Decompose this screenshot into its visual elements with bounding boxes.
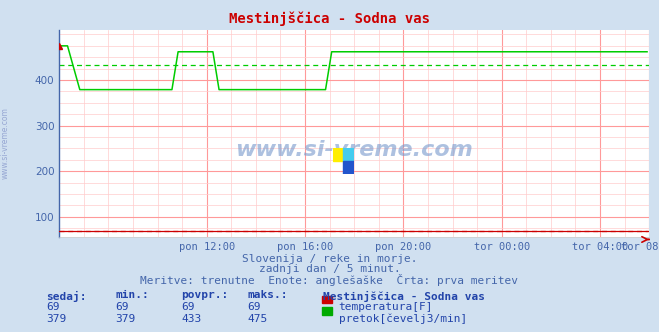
Text: temperatura[F]: temperatura[F] [339, 302, 433, 312]
Text: 433: 433 [181, 314, 202, 324]
Text: 69: 69 [115, 302, 129, 312]
Bar [343, 148, 354, 161]
Text: 69: 69 [247, 302, 260, 312]
Text: 379: 379 [115, 314, 136, 324]
Text: www.si-vreme.com: www.si-vreme.com [235, 140, 473, 160]
Text: Meritve: trenutne  Enote: anglešaške  Črta: prva meritev: Meritve: trenutne Enote: anglešaške Črta… [140, 274, 519, 286]
Text: sedaj:: sedaj: [46, 290, 86, 301]
Text: Mestinjščica - Sodna vas: Mestinjščica - Sodna vas [323, 290, 485, 301]
Text: www.si-vreme.com: www.si-vreme.com [1, 107, 10, 179]
Bar [333, 148, 343, 161]
Text: 69: 69 [181, 302, 194, 312]
Text: Slovenija / reke in morje.: Slovenija / reke in morje. [242, 254, 417, 264]
Bar [343, 161, 354, 174]
Text: zadnji dan / 5 minut.: zadnji dan / 5 minut. [258, 264, 401, 274]
Text: Mestinjščica - Sodna vas: Mestinjščica - Sodna vas [229, 12, 430, 26]
Text: 69: 69 [46, 302, 59, 312]
Text: povpr.:: povpr.: [181, 290, 229, 300]
Text: min.:: min.: [115, 290, 149, 300]
Text: maks.:: maks.: [247, 290, 287, 300]
Text: pretok[čevelj3/min]: pretok[čevelj3/min] [339, 314, 467, 324]
Text: 475: 475 [247, 314, 268, 324]
Text: 379: 379 [46, 314, 67, 324]
